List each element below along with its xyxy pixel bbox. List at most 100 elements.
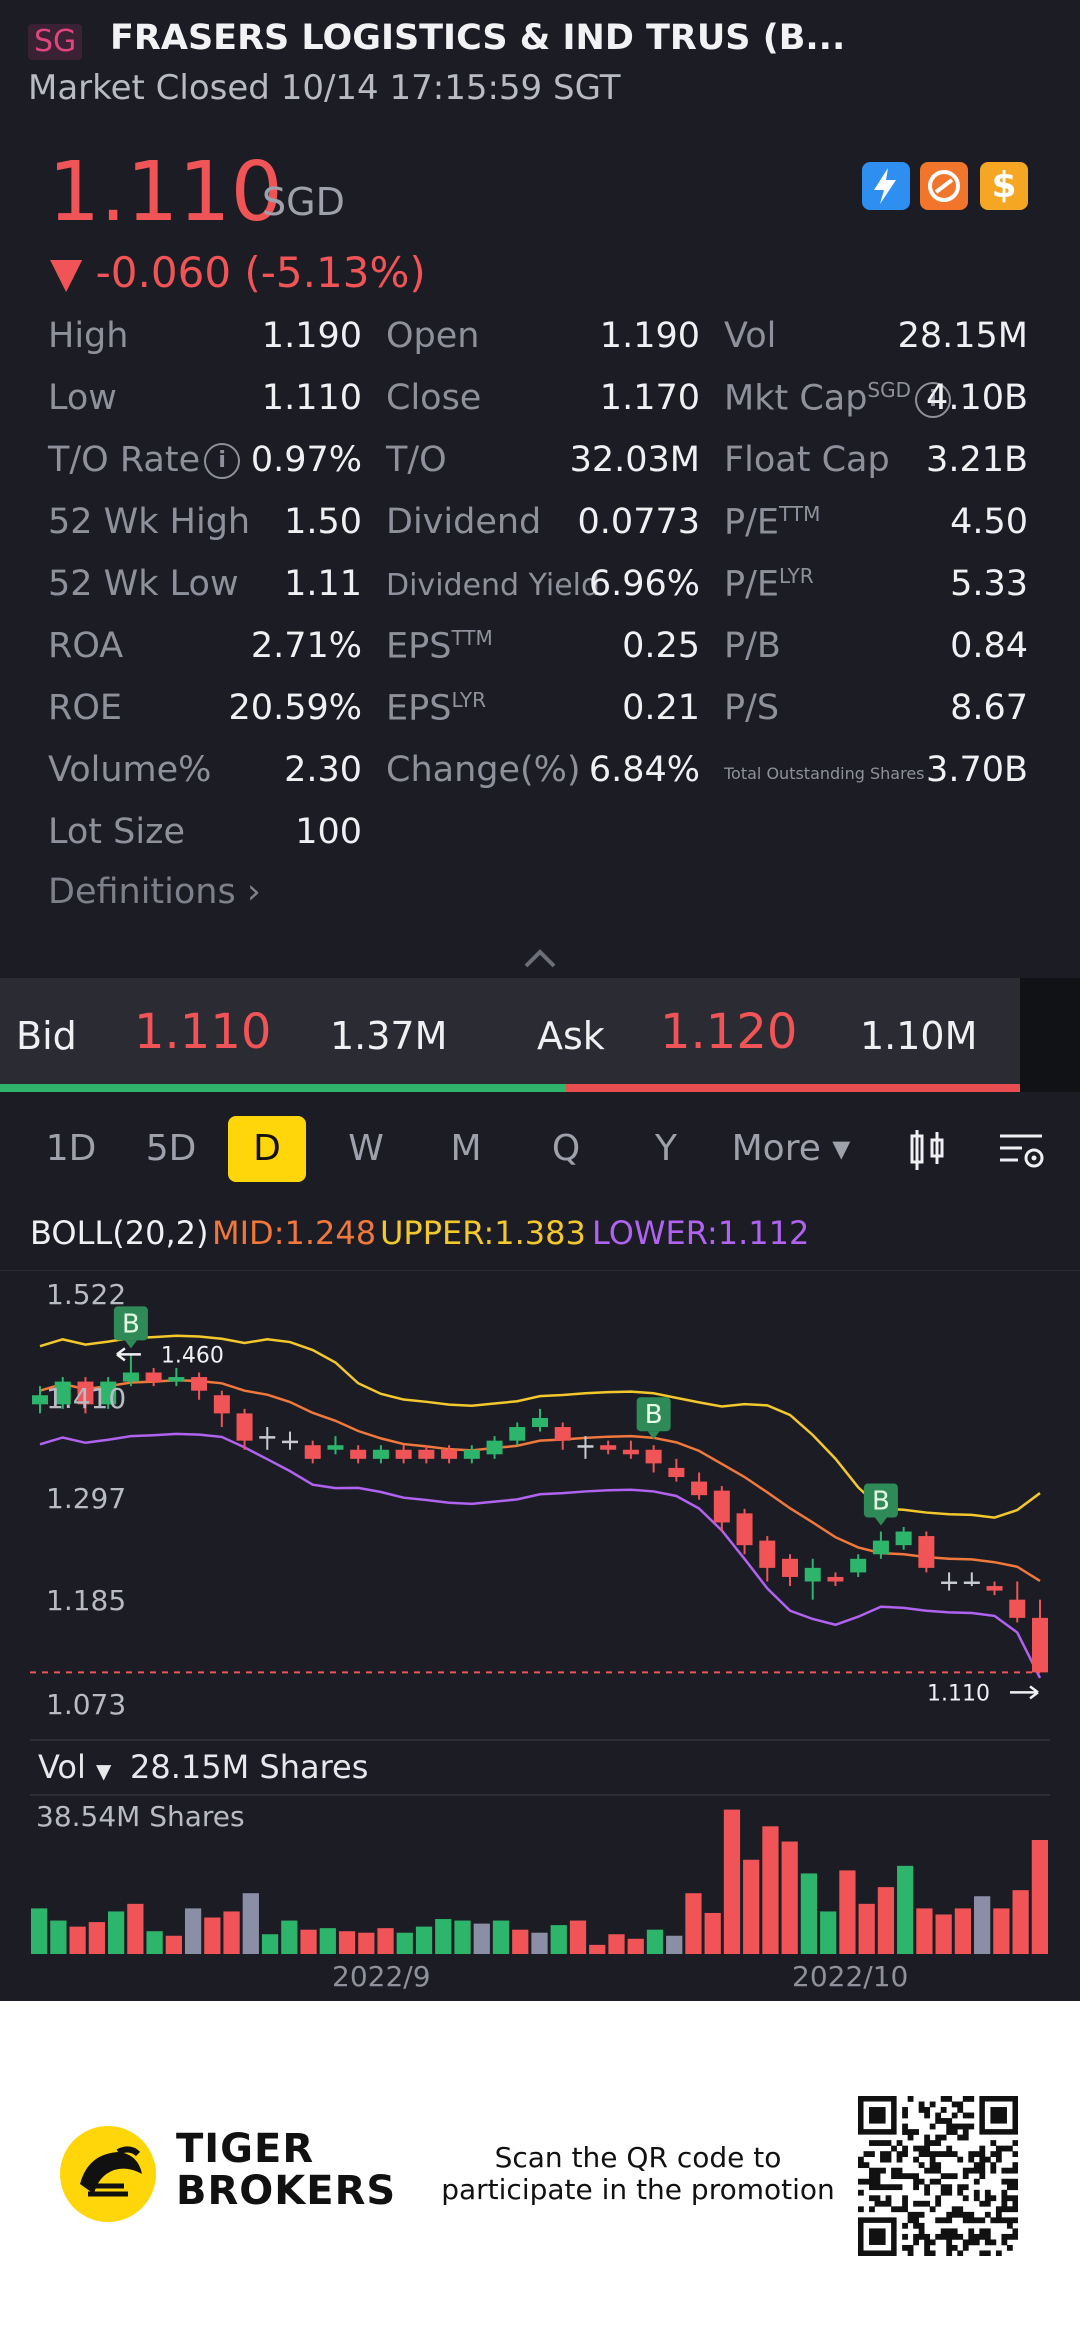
boll-mid: MID:1.248 [212,1214,377,1252]
collapse-chevron-icon[interactable] [522,946,558,970]
qr-module [1012,2233,1018,2240]
volume-bar [512,1929,529,1954]
tab-w[interactable]: W [348,1128,384,1169]
qr-module [962,2123,969,2130]
qr-module [929,2101,936,2108]
tab-more[interactable]: More ▾ [731,1128,851,1169]
qr-module [979,2200,986,2207]
qr-module [918,2162,925,2169]
tab-m[interactable]: M [450,1128,482,1169]
candle-body [441,1449,458,1459]
qr-module [902,2123,908,2130]
buy-marker-pointer [124,1340,137,1349]
stat-label: 52 Wk High [48,502,251,542]
qr-module [984,2239,991,2246]
bid-ask-panel: Bid 1.110 1.37M Ask 1.120 1.10M [0,978,1020,1092]
qr-module [962,2173,969,2180]
qr-module [929,2140,936,2146]
candle-body [736,1513,753,1546]
candle-body [236,1413,253,1441]
stat-label: Total Outstanding Shares [724,764,925,783]
bid-label: Bid [16,1014,77,1058]
qr-module [1012,2184,1018,2191]
qr-module [962,2239,969,2246]
candle-body [1009,1599,1026,1618]
qr-module [946,2239,953,2246]
ask-volume: 1.10M [860,1014,978,1058]
definitions-link[interactable]: Definitions › [48,872,261,912]
qr-module [902,2112,908,2119]
volume-bar [69,1926,86,1954]
qr-module [1001,2217,1008,2224]
qr-module [929,2178,936,2185]
tab-q[interactable]: Q [551,1128,581,1169]
qr-module [858,2189,864,2196]
qr-module [869,2167,875,2174]
candle-body [668,1467,685,1478]
qr-module [929,2156,936,2163]
stat-label: Change(%) [386,750,581,790]
stat-label: EPSLYR [386,688,487,729]
indicator-settings-icon[interactable] [996,1128,1048,1172]
volume-label[interactable]: Vol ▼ [38,1748,112,1786]
qr-module [962,2112,969,2119]
qr-module [929,2123,936,2130]
qr-module [891,2173,897,2180]
qr-module [1012,2178,1018,2185]
candle-type-icon[interactable] [906,1128,948,1172]
qr-module [946,2250,953,2256]
qr-module [913,2233,919,2240]
qr-module [940,2096,947,2102]
tab-d[interactable]: D [228,1116,306,1182]
price-chart[interactable]: B B B 1.460 1.110 1.522 1.410 1.297 1.185 1.073 [0,1270,1080,2000]
qr-module [984,2233,991,2240]
lightning-icon[interactable] [862,162,910,210]
qr-module [896,2167,903,2174]
qr-module [995,2250,1002,2256]
stock-title[interactable]: FRASERS LOGISTICS & IND TRUS (B... [110,18,846,58]
stat-value: 0.84 [950,626,1028,666]
qr-module [946,2129,953,2135]
qr-module [946,2233,953,2240]
tab-1d[interactable]: 1D [45,1128,97,1169]
qr-module [990,2151,997,2157]
qr-module [984,2250,991,2256]
qr-module [896,2173,903,2180]
qr-module [995,2206,1002,2213]
info-icon[interactable]: i [204,443,241,479]
qr-module [907,2244,914,2251]
qr-module [935,2162,942,2169]
qr-module [885,2184,892,2191]
qr-module [968,2123,975,2130]
qr-module [1001,2145,1008,2152]
qr-module [940,2228,947,2235]
qr-module [902,2195,908,2202]
x-tick-sep: 2022/9 [332,1960,431,1993]
volume-bar [454,1920,471,1954]
qr-module [891,2145,897,2152]
qr-module [913,2145,919,2152]
qr-module [858,2206,864,2213]
candle-body [54,1381,71,1405]
y-tick-label: 1.073 [46,1688,126,1721]
tab-y[interactable]: Y [655,1128,677,1169]
qr-module [896,2151,903,2157]
candle-body [872,1540,889,1555]
qr-module [1001,2178,1008,2185]
qr-module [1012,2200,1018,2207]
qr-module [896,2206,903,2213]
info-icon[interactable]: i [915,381,952,418]
stat-label: Lot Size [48,812,185,852]
qr-module [979,2228,986,2235]
dollar-icon[interactable]: $ [980,162,1028,210]
qr-module [880,2151,886,2157]
market-badge: SG [28,24,83,60]
last-arrow-icon [1010,1685,1039,1700]
volume-max-label: 38.54M Shares [36,1800,245,1833]
volume-bar [184,1908,202,1954]
volume-bar [954,1908,972,1954]
gauge-icon[interactable] [920,162,968,210]
tab-5d[interactable]: 5D [145,1128,197,1169]
qr-module [1006,2167,1013,2174]
buy-marker [113,1306,148,1341]
